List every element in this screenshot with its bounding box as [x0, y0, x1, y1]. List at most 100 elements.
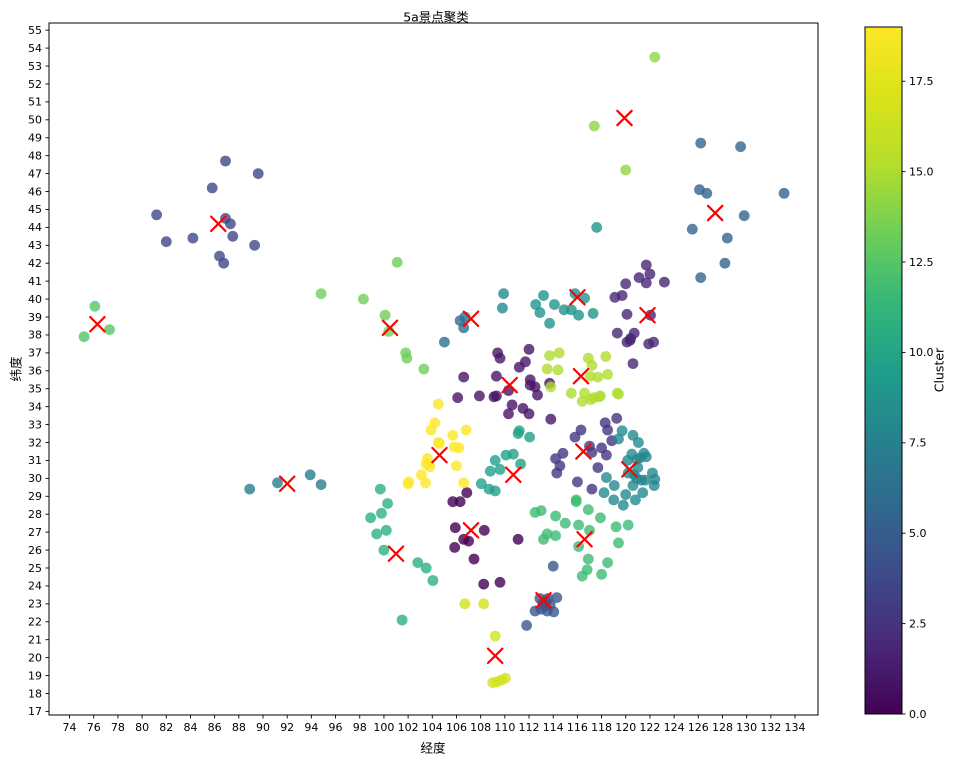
- colorbar: 0.0 2.5 5.0 7.5 10.0 12.5 15.0 17.5: [864, 26, 934, 721]
- y-tick-label: 46: [28, 185, 42, 198]
- y-tick-label: 27: [28, 526, 42, 539]
- y-tick-label: 38: [28, 329, 42, 342]
- scatter-point: [401, 352, 413, 364]
- scatter-point: [382, 498, 393, 509]
- scatter-point: [575, 424, 587, 436]
- scatter-point: [620, 278, 632, 290]
- scatter-point: [585, 394, 597, 405]
- scatter-point: [576, 395, 588, 407]
- scatter-point: [569, 431, 581, 443]
- scatter-point: [659, 276, 670, 288]
- y-tick-label: 45: [28, 203, 42, 216]
- scatter-point: [513, 361, 525, 373]
- cluster-center-marker: [569, 289, 586, 306]
- x-tick-label: 94: [304, 721, 318, 734]
- cluster-center-marker: [462, 522, 480, 539]
- x-tick-label: 126: [688, 721, 709, 734]
- cluster-series-5: [521, 560, 563, 631]
- cluster-center-marker: [616, 109, 633, 127]
- scatter-point: [617, 499, 629, 511]
- cluster-center-marker: [278, 475, 296, 492]
- scatter-point: [220, 155, 231, 167]
- scatter-point: [648, 336, 659, 348]
- scatter-point: [424, 461, 436, 473]
- y-tick-label: 33: [28, 418, 42, 431]
- cluster-series-8: [244, 469, 327, 495]
- y-tick-label: 36: [28, 365, 42, 378]
- scatter-point: [468, 553, 480, 565]
- scatter-point: [475, 478, 487, 490]
- scatter-point: [586, 360, 598, 371]
- scatter-point: [593, 391, 605, 403]
- cluster-center-marker: [381, 319, 399, 337]
- y-tick-label: 42: [28, 257, 42, 270]
- scatter-point: [427, 575, 439, 586]
- scatter-point: [627, 358, 639, 369]
- scatter-point: [512, 533, 524, 545]
- cluster-series-7: [439, 311, 471, 348]
- scatter-point: [420, 562, 432, 574]
- colorbar-tick-label: 0.0: [909, 708, 927, 721]
- scatter-point: [640, 259, 652, 271]
- scatter-point: [576, 570, 588, 582]
- colorbar-tick-label: 2.5: [909, 617, 927, 630]
- cluster-center-marker: [505, 466, 522, 484]
- scatter-point: [719, 257, 731, 269]
- colorbar-tick-label: 5.0: [909, 527, 927, 540]
- scatter-point: [532, 389, 543, 401]
- scatter-point: [570, 494, 582, 506]
- scatter-point: [380, 524, 392, 536]
- scatter-point: [622, 519, 634, 531]
- scatter-point: [451, 460, 462, 472]
- cluster-series-17: [541, 347, 624, 407]
- scatter-point: [412, 557, 424, 568]
- scatter-point: [425, 424, 437, 436]
- scatter-point: [494, 576, 506, 588]
- scatter-point: [458, 322, 470, 334]
- scatter-point: [550, 530, 561, 542]
- cluster-series-14: [78, 300, 115, 343]
- scatter-point: [227, 230, 239, 242]
- x-tick-label: 118: [591, 721, 612, 734]
- scatter-point: [592, 462, 604, 473]
- scatter-point: [538, 290, 549, 301]
- y-tick-label: 39: [28, 311, 42, 324]
- scatter-point: [461, 487, 473, 499]
- cluster-series-10: [530, 222, 603, 329]
- y-tick-label: 41: [28, 275, 42, 288]
- scatter-points: [78, 51, 790, 689]
- scatter-point: [620, 164, 632, 176]
- cluster-center-marker: [639, 306, 656, 324]
- scatter-point: [447, 429, 459, 441]
- scatter-point: [548, 606, 560, 618]
- scatter-point: [735, 141, 746, 153]
- x-tick-label: 82: [159, 721, 173, 734]
- scatter-point: [434, 438, 445, 449]
- scatter-point: [506, 399, 518, 411]
- scatter-point: [544, 350, 555, 361]
- cluster-series-13: [529, 494, 634, 582]
- y-axis-label: 纬度: [8, 356, 24, 382]
- scatter-point: [78, 331, 90, 343]
- scatter-point: [365, 512, 376, 524]
- scatter-point: [695, 272, 707, 283]
- x-tick-label: 92: [280, 721, 294, 734]
- y-tick-label: 20: [28, 651, 42, 664]
- scatter-point: [272, 477, 283, 489]
- cluster-series-6: [686, 137, 790, 283]
- scatter-point: [439, 336, 450, 348]
- x-tick-label: 128: [712, 721, 733, 734]
- scatter-point: [587, 308, 599, 319]
- scatter-point: [550, 510, 561, 522]
- scatter-point: [551, 467, 563, 479]
- x-tick-label: 112: [519, 721, 540, 734]
- scatter-point: [478, 524, 490, 536]
- cluster-series-18: [459, 598, 511, 689]
- cluster-center-marker: [431, 446, 448, 464]
- scatter-point: [630, 494, 641, 506]
- y-tick-label: 32: [28, 436, 42, 449]
- scatter-point: [608, 494, 620, 506]
- cluster-series-3: [550, 412, 623, 495]
- colorbar-tick-label: 12.5: [909, 256, 934, 269]
- y-tick-label: 43: [28, 239, 42, 252]
